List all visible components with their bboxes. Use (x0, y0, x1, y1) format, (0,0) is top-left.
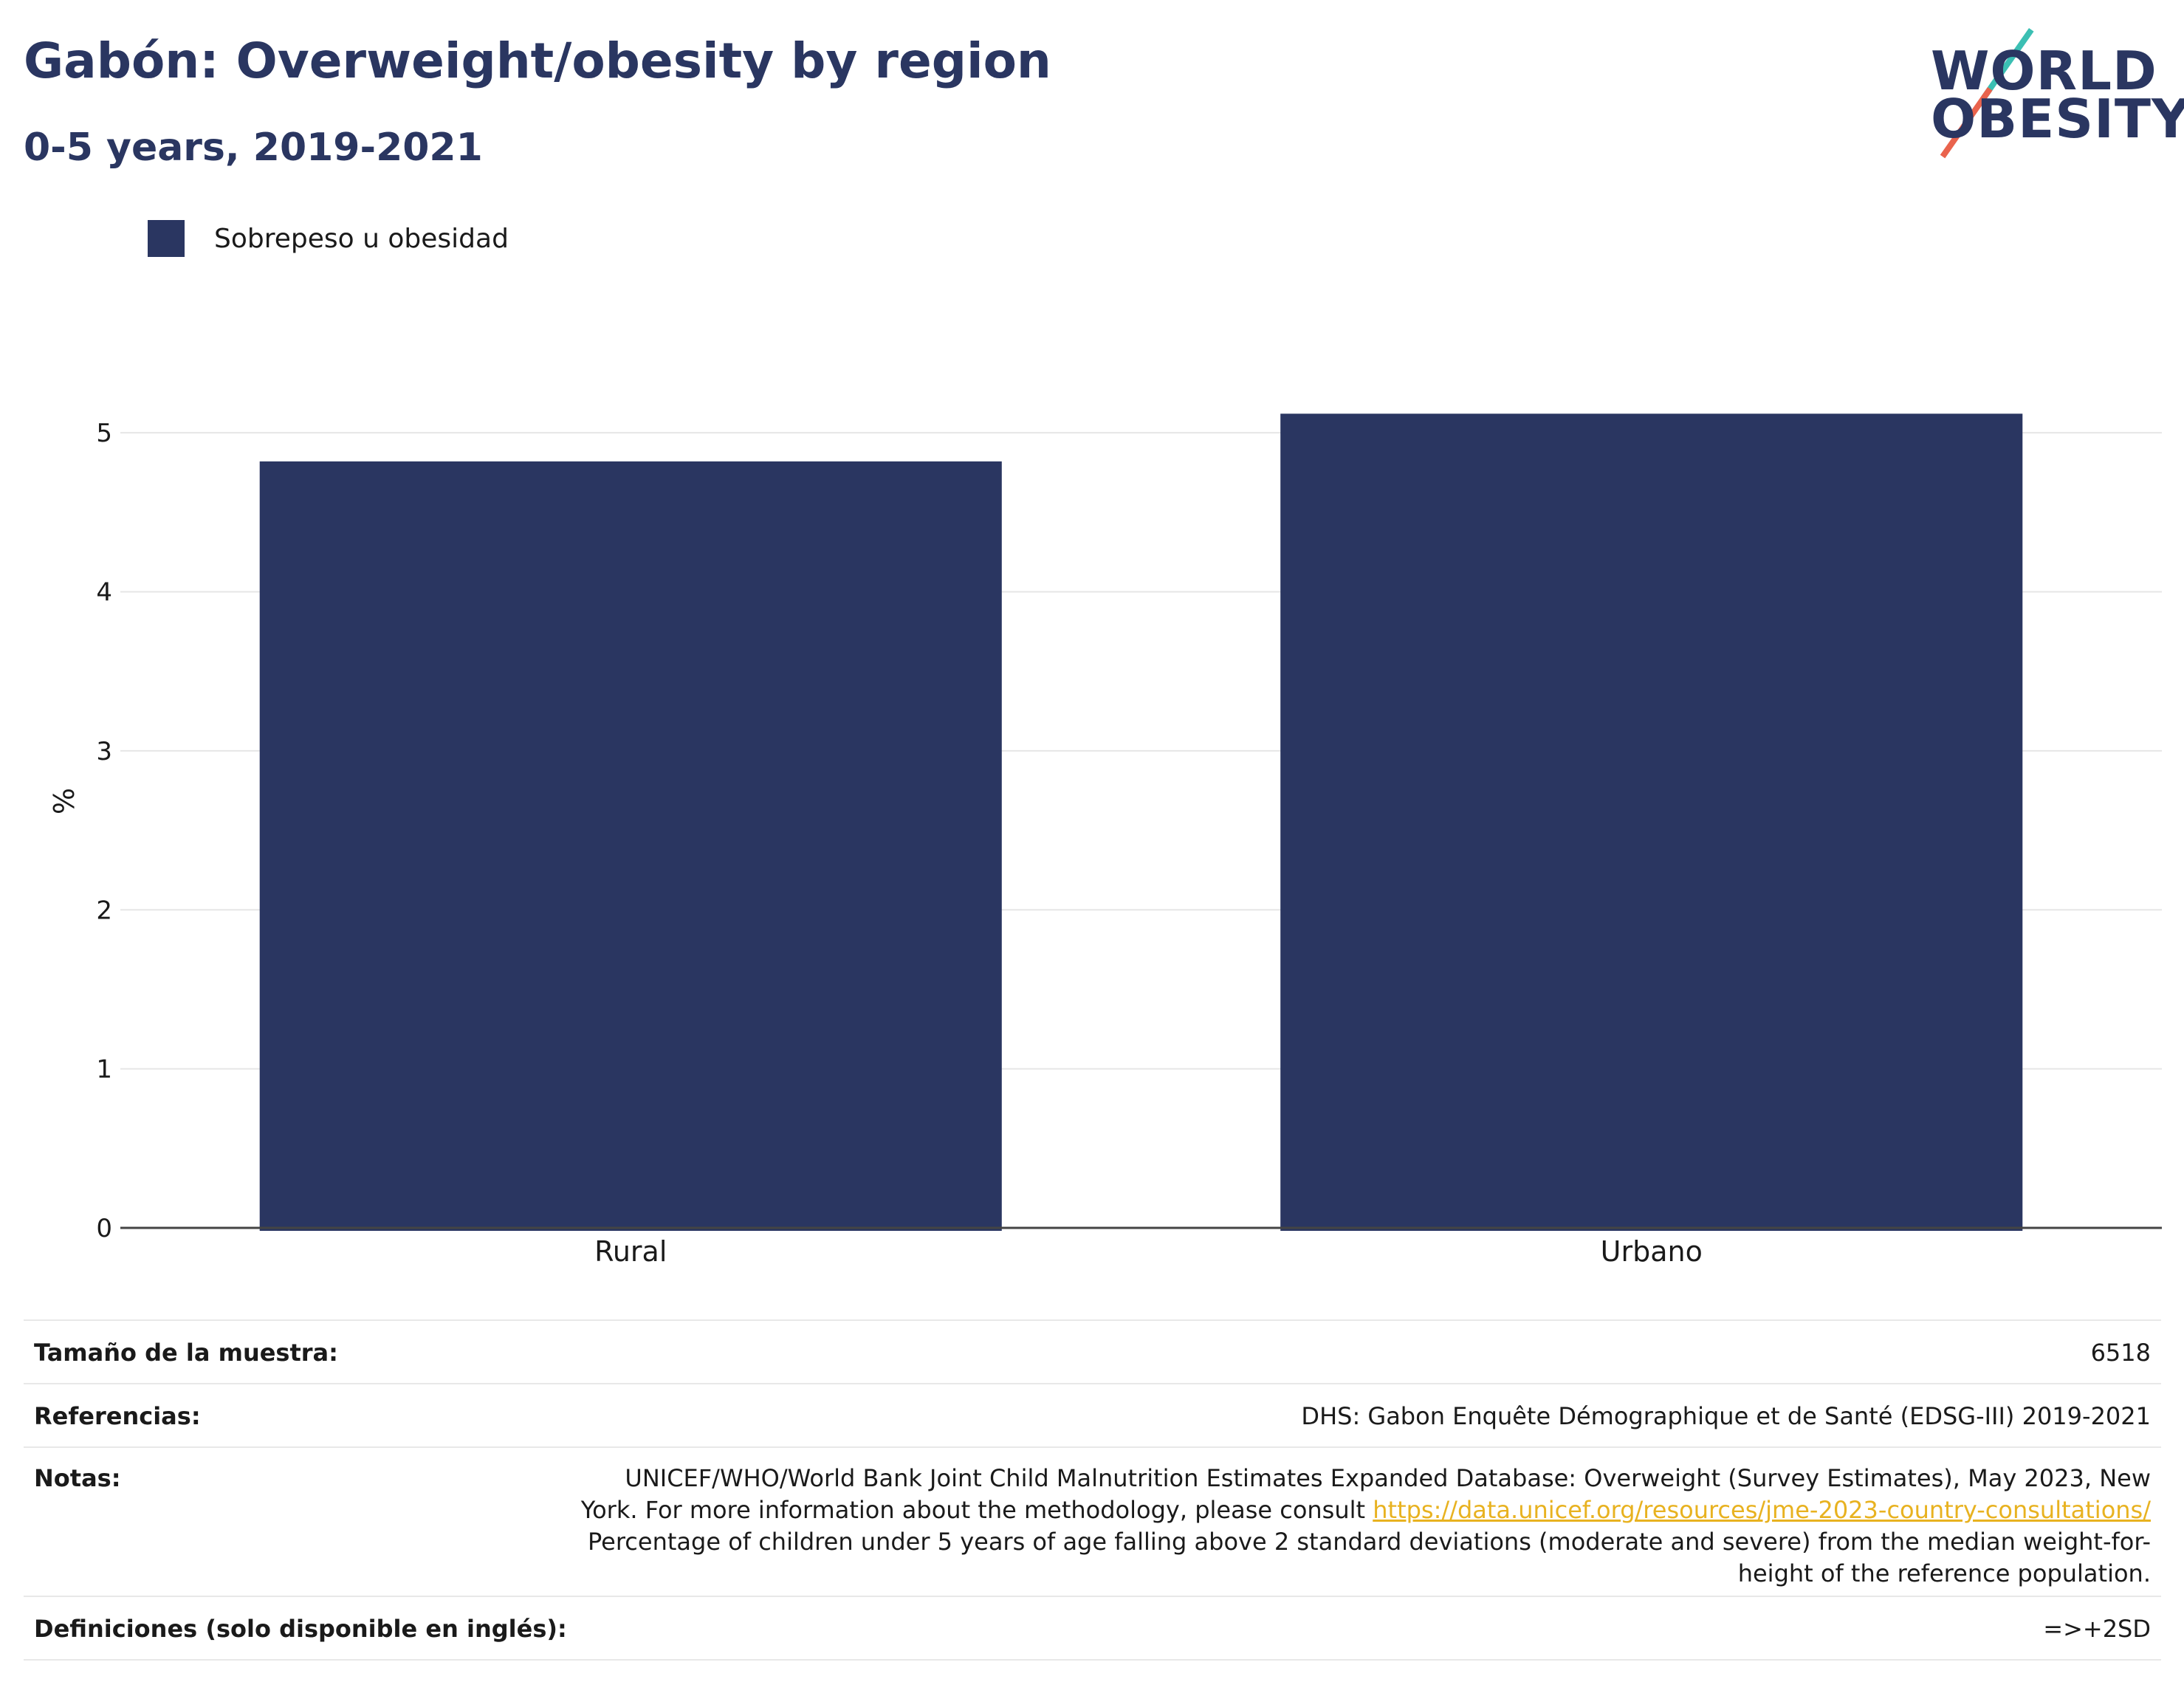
y-tick-label: 3 (96, 737, 112, 766)
sample-size-row: Tamaño de la muestra: 6518 (24, 1319, 2161, 1383)
world-obesity-logo: WORLD OBESITY (1920, 22, 2184, 159)
notes-line-2: York. For more information about the met… (580, 1496, 1373, 1524)
x-tick-label: Rural (594, 1235, 667, 1268)
x-tick-label: Urbano (1601, 1235, 1703, 1268)
sample-size-value: 6518 (2090, 1339, 2151, 1367)
definitions-row: Definiciones (solo disponible en inglés)… (24, 1596, 2161, 1661)
methodology-link[interactable]: https://data.unicef.org/resources/jme-20… (1373, 1496, 2151, 1524)
references-row: Referencias: DHS: Gabon Enquête Démograp… (24, 1383, 2161, 1446)
bar-chart: 0 1 2 3 4 5 Rural Urbano% (47, 413, 2162, 1268)
y-tick-label: 4 (96, 578, 112, 608)
bar-rural (259, 461, 1002, 1231)
chart-legend[interactable]: Sobrepeso u obesidad (148, 220, 509, 257)
chart-title: Gabón: Overweight/obesity by region (24, 32, 1051, 89)
y-tick-label: 1 (96, 1055, 112, 1085)
notes-label: Notas: (34, 1464, 121, 1492)
y-tick-label: 5 (96, 419, 112, 448)
logo-text-obesity: OBESITY (1931, 88, 2184, 150)
bar-urbano (1280, 413, 2023, 1231)
y-tick-label: 2 (96, 896, 112, 925)
legend-swatch (148, 220, 185, 257)
notes-line-4: height of the reference population. (1737, 1559, 2151, 1587)
notes-value: UNICEF/WHO/World Bank Joint Child Malnut… (581, 1463, 2151, 1596)
y-tick-label: 0 (96, 1214, 112, 1243)
sample-size-label: Tamaño de la muestra: (34, 1339, 338, 1367)
references-value: DHS: Gabon Enquête Démographique et de S… (1301, 1402, 2151, 1430)
notes-row: Notas: UNICEF/WHO/World Bank Joint Child… (24, 1446, 2161, 1596)
legend-label: Sobrepeso u obesidad (214, 223, 509, 254)
references-label: Referencias: (34, 1402, 201, 1430)
notes-line-1: UNICEF/WHO/World Bank Joint Child Malnut… (625, 1464, 2151, 1492)
chart-subtitle: 0-5 years, 2019-2021 (24, 126, 483, 170)
metadata-table: Tamaño de la muestra: 6518 Referencias: … (24, 1319, 2161, 1661)
definitions-label: Definiciones (solo disponible en inglés)… (34, 1615, 567, 1643)
notes-line-3: Percentage of children under 5 years of … (588, 1528, 2151, 1556)
definitions-value: =>+2SD (2043, 1615, 2151, 1643)
y-axis-label: % (47, 788, 79, 814)
logo-text-world: WORLD (1931, 40, 2157, 102)
